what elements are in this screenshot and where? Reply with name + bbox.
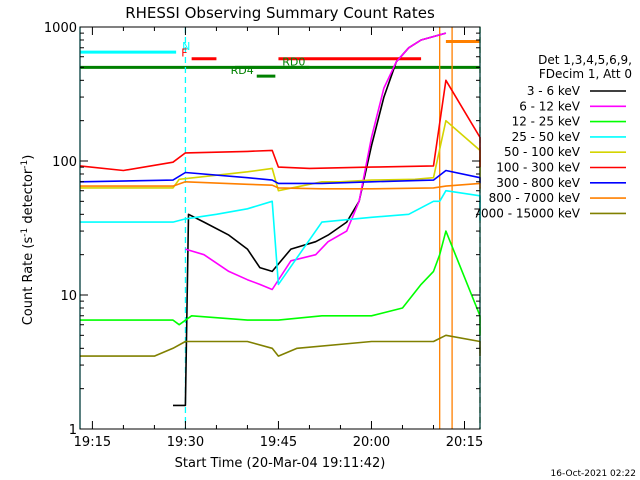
- annotation-label: N: [182, 40, 190, 53]
- x-tick-label: 19:15: [74, 435, 111, 450]
- footer-timestamp: 16-Oct-2021 02:22: [551, 469, 636, 479]
- x-tick-label: 19:45: [260, 435, 297, 450]
- x-tick-label: 19:30: [167, 435, 204, 450]
- plot-area: NF RD0 RD4 19:15 19:30 19:45 20:00 20:15 1 10 10…: [44, 21, 483, 450]
- y-axis-label-exponent: -1: [20, 160, 30, 169]
- series-line: [185, 32, 447, 291]
- y-axis-label-part: ): [21, 155, 36, 160]
- y-tick-label: 1000: [44, 21, 77, 36]
- y-axis-label-part: detector: [21, 168, 36, 228]
- x-tick-label: 20:00: [353, 435, 390, 450]
- y-axis-label: Count Rate (s-1 detector-1): [20, 155, 36, 326]
- legend: Det 1,3,4,5,6,9, FDecim 1, Att 0 3 - 6 k…: [473, 53, 632, 220]
- legend-entry-label: 12 - 25 keV: [512, 115, 581, 129]
- series-line: [173, 32, 447, 407]
- plot-frame: [79, 26, 481, 430]
- legend-entry-label: 100 - 300 keV: [496, 161, 580, 175]
- legend-entry-label: 50 - 100 keV: [504, 145, 581, 159]
- legend-header: Det 1,3,4,5,6,9,: [538, 53, 632, 67]
- legend-entry-label: 6 - 12 keV: [519, 99, 581, 113]
- y-tick-label: 100: [52, 155, 77, 170]
- y-axis-label-part: Count Rate (s: [21, 237, 36, 326]
- series-line: [80, 189, 481, 286]
- y-tick-label: 10: [60, 289, 77, 304]
- y-axis-label-exponent: -1: [20, 228, 30, 237]
- legend-entry-label: 300 - 800 keV: [496, 176, 580, 190]
- annotation-label: F: [181, 47, 187, 60]
- legend-entry-label: 3 - 6 keV: [527, 84, 581, 98]
- series-line: [79, 169, 481, 185]
- legend-header: FDecim 1, Att 0: [539, 67, 632, 81]
- chart-title: RHESSI Observing Summary Count Rates: [125, 4, 435, 22]
- legend-entry-label: 7000 - 15000 keV: [473, 206, 580, 220]
- y-tick-label: 1: [69, 423, 77, 438]
- legend-entry-label: 25 - 50 keV: [512, 130, 581, 144]
- legend-entry-label: 800 - 7000 keV: [489, 191, 581, 205]
- x-tick-label: 20:15: [446, 435, 483, 450]
- annotation-label: RD4: [231, 64, 254, 77]
- x-axis-label: Start Time (20-Mar-04 19:11:42): [175, 456, 386, 471]
- series-line: [80, 334, 481, 357]
- series-line: [79, 79, 481, 172]
- annotation-label: RD0: [282, 55, 305, 68]
